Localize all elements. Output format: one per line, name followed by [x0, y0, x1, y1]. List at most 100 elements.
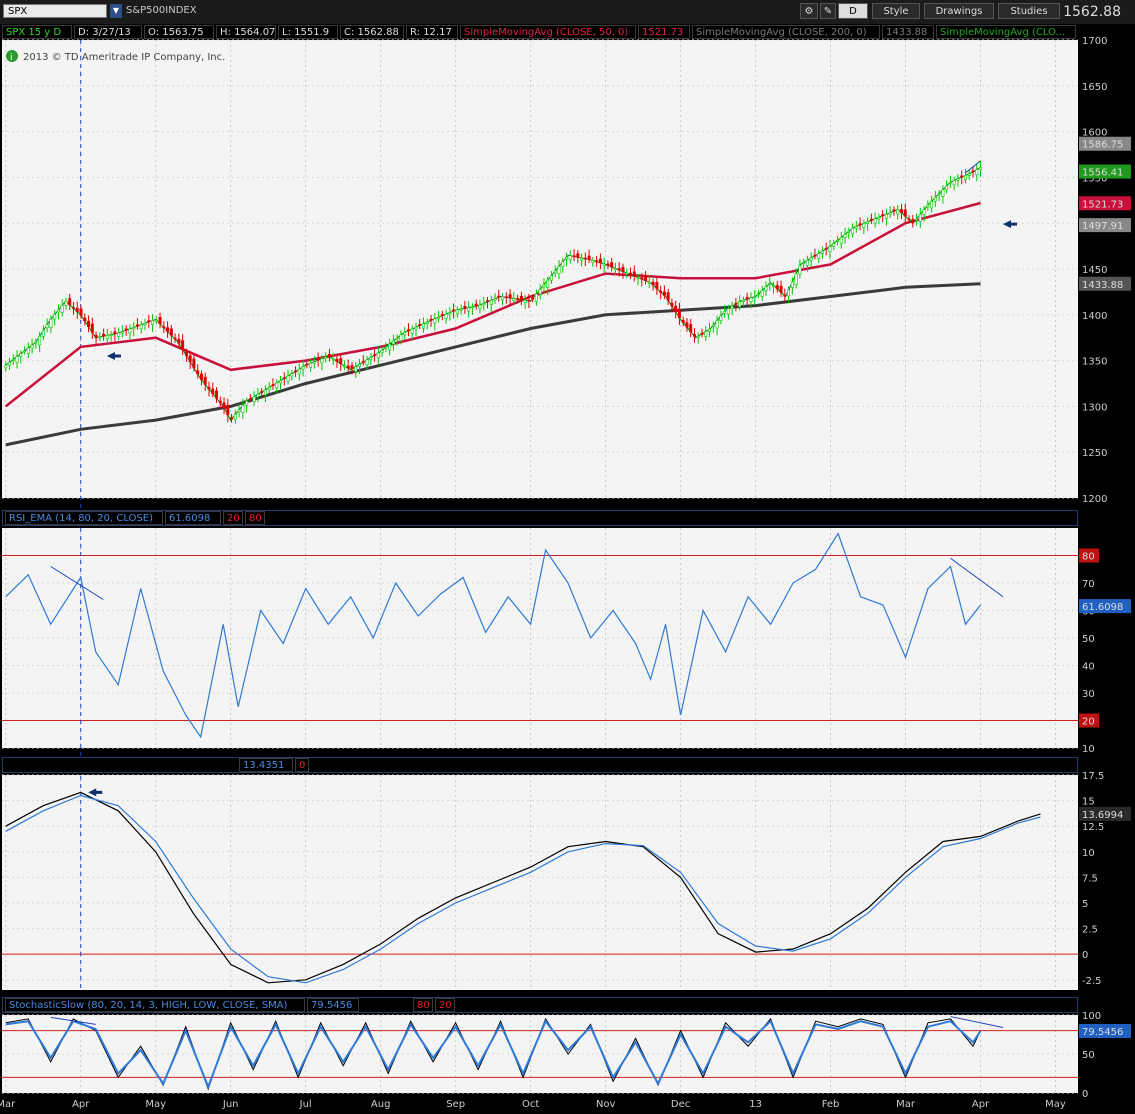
y-tick-label: 0 — [1082, 1089, 1088, 1100]
candle-body — [779, 285, 783, 293]
macd-panel[interactable] — [2, 775, 1078, 990]
stoch-d-line — [5, 1019, 982, 1090]
candle-body — [324, 356, 328, 359]
x-tick-label: May — [1045, 1099, 1066, 1110]
y-tick-label: 1600 — [1082, 128, 1107, 139]
info-icon-glyph: i — [10, 53, 13, 63]
candle-body — [309, 362, 313, 368]
x-tick-label: 13 — [749, 1099, 762, 1110]
candle-body — [805, 259, 809, 266]
candle-body — [651, 281, 655, 286]
candle-body — [422, 323, 426, 329]
candle-body — [775, 285, 779, 290]
candle-body — [930, 200, 934, 209]
candle-body — [376, 352, 380, 359]
candle-body — [132, 327, 136, 330]
candle-body — [644, 276, 648, 281]
candle-body — [56, 309, 60, 313]
candle-body — [275, 382, 279, 389]
info-icon[interactable] — [6, 50, 18, 62]
candle-body — [26, 347, 30, 354]
candle-body — [851, 227, 855, 235]
candle-body — [192, 358, 196, 369]
price-tag-label: 1586.75 — [1082, 140, 1123, 151]
style-button[interactable]: Style — [872, 3, 920, 19]
rsi-value: 61.6098 — [165, 511, 221, 525]
candle-body — [226, 404, 230, 416]
candle-body — [583, 257, 587, 260]
candle-body — [847, 230, 851, 233]
candle-body — [260, 391, 264, 393]
candle-body — [474, 303, 478, 307]
bar-high: H: 1564.07 — [216, 25, 276, 39]
candle-body — [459, 308, 463, 311]
price-tag-label: 1521.73 — [1082, 199, 1123, 210]
candle-body — [147, 320, 151, 323]
price-tag-box — [1079, 164, 1131, 179]
candle-body — [245, 400, 249, 406]
candle-body — [549, 275, 553, 281]
candle-body — [798, 265, 802, 275]
candle-body — [512, 298, 516, 301]
candle-body — [135, 324, 139, 327]
candle-body — [606, 263, 610, 266]
candle-body — [519, 296, 523, 300]
candle-body — [504, 296, 508, 299]
candle-body — [948, 181, 952, 184]
stoch-header: StochasticSlow (80, 20, 14, 3, HIGH, LOW… — [2, 997, 1078, 1013]
value-tag-box — [1079, 1023, 1131, 1038]
chart-settings-icon[interactable]: ⚙ — [800, 3, 818, 19]
x-tick-label: Nov — [596, 1099, 616, 1110]
candle-body — [391, 340, 395, 345]
y-tick-label: 0 — [1082, 950, 1088, 961]
studies-button[interactable]: Studies — [998, 3, 1060, 19]
price-tag-box — [1079, 218, 1131, 233]
sma50-label: SimpleMovingAvg (CLOSE, 50, 0) — [460, 25, 636, 39]
candle-body — [802, 262, 806, 264]
candle-body — [358, 364, 362, 367]
copyright-text: 2013 © TD Ameritrade IP Company, Inc. — [23, 52, 225, 63]
candle-body — [820, 250, 824, 254]
drawings-button[interactable]: Drawings — [924, 3, 994, 19]
candle-body — [230, 417, 234, 420]
value-tag-label: 13.6994 — [1082, 810, 1123, 821]
bar-open: O: 1563.75 — [144, 25, 214, 39]
y-tick-label: 7.5 — [1082, 873, 1098, 884]
candle-body — [90, 323, 94, 333]
sma200-line — [5, 282, 981, 447]
candle-body — [335, 358, 339, 362]
candle-body — [516, 298, 520, 300]
symbol-input[interactable]: SPX — [3, 4, 107, 18]
candle-body — [181, 340, 185, 350]
style-label: Style — [883, 6, 909, 17]
candle-body — [113, 331, 117, 335]
candle-body — [911, 219, 915, 224]
candle-body — [286, 375, 290, 382]
candle-body — [922, 209, 926, 215]
candle-body — [975, 169, 979, 175]
y-tick-label: 1450 — [1082, 265, 1107, 276]
wrench-icon[interactable]: ✎ — [820, 3, 836, 19]
x-tick-label: Jun — [222, 1099, 239, 1110]
candle-body — [561, 261, 565, 267]
studies-label: Studies — [1010, 6, 1048, 17]
y-tick-label: 1350 — [1082, 357, 1107, 368]
rsi-label: RSI_EMA (14, 80, 20, CLOSE) — [5, 511, 163, 525]
period-button[interactable]: D — [838, 3, 868, 19]
candle-body — [75, 307, 79, 312]
candle-body — [967, 173, 971, 176]
candle-body — [173, 337, 177, 340]
candle-body — [647, 281, 651, 284]
candle-body — [945, 185, 949, 191]
symbol-dropdown-icon[interactable]: ▼ — [110, 4, 122, 18]
candle-body — [760, 290, 764, 297]
candle-body — [312, 361, 316, 364]
candle-body — [482, 303, 486, 306]
candle-body — [941, 189, 945, 197]
value-tag-label: 80 — [1082, 552, 1095, 563]
candle-body — [143, 323, 147, 325]
candle-body — [263, 389, 267, 396]
candle-body — [433, 318, 437, 324]
candle-body — [956, 178, 960, 181]
